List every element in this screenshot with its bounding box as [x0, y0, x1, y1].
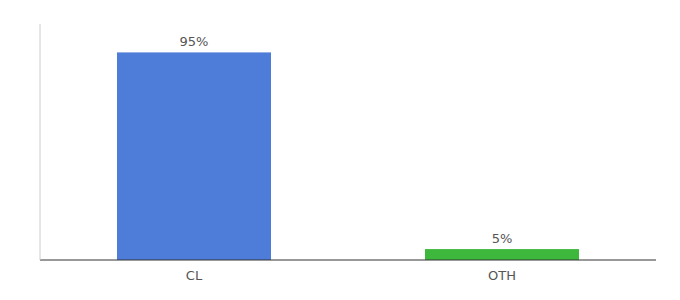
- data-label: 5%: [492, 231, 513, 246]
- data-label: 95%: [180, 34, 209, 49]
- chart-container: CL OTH 95% 5%: [0, 0, 680, 300]
- x-axis-line: [40, 260, 656, 261]
- y-axis-line: [40, 24, 41, 260]
- bar: [425, 249, 579, 260]
- bar: [117, 52, 271, 260]
- x-tick-label: CL: [186, 268, 203, 283]
- bars: [117, 52, 579, 260]
- chart: CL OTH 95% 5%: [0, 0, 680, 300]
- x-tick-label: OTH: [488, 268, 516, 283]
